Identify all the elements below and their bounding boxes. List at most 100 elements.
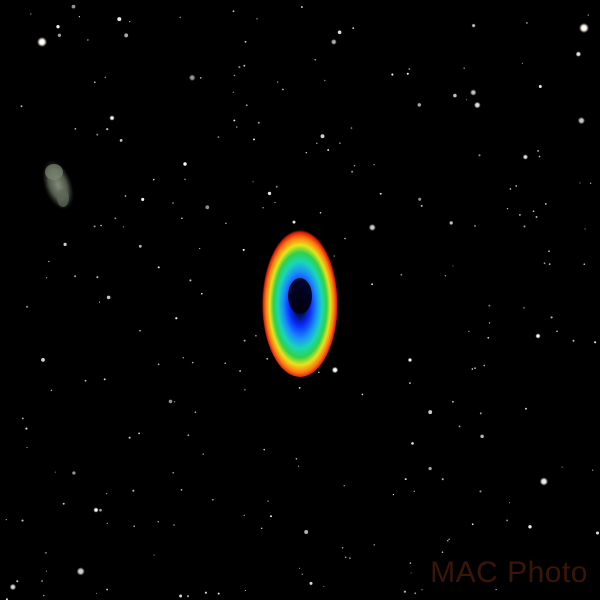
bright-star: [93, 507, 99, 513]
star: [191, 361, 194, 364]
star: [243, 64, 246, 67]
star: [114, 217, 117, 220]
star: [300, 6, 303, 8]
star: [449, 221, 453, 225]
star: [173, 401, 176, 403]
star: [483, 364, 486, 367]
star: [594, 341, 597, 344]
star: [266, 357, 269, 360]
star: [421, 589, 423, 591]
star: [96, 276, 99, 279]
star: [428, 410, 433, 415]
star: [339, 142, 341, 144]
star: [333, 255, 335, 257]
star: [5, 518, 7, 521]
star: [244, 40, 247, 43]
star: [173, 524, 175, 526]
bright-star: [407, 357, 413, 363]
star: [42, 594, 45, 597]
star: [320, 134, 325, 139]
star: [98, 301, 101, 303]
star: [157, 363, 160, 366]
star: [129, 20, 131, 23]
star: [124, 33, 129, 38]
star: [26, 305, 29, 308]
star: [478, 154, 481, 157]
star: [447, 540, 449, 542]
star: [157, 520, 160, 523]
star: [45, 570, 47, 572]
star: [466, 99, 468, 101]
star: [188, 74, 196, 81]
star: [441, 478, 444, 481]
star: [253, 138, 255, 141]
star: [62, 502, 65, 505]
star: [199, 77, 202, 79]
star: [244, 589, 246, 592]
star: [21, 417, 24, 420]
star: [572, 339, 575, 342]
star: [506, 207, 509, 210]
star: [168, 399, 173, 404]
star: [584, 228, 586, 230]
star: [282, 88, 284, 91]
star: [474, 367, 476, 369]
star: [488, 322, 491, 324]
star: [292, 220, 296, 224]
star: [316, 142, 318, 145]
star: [417, 103, 422, 107]
star: [409, 562, 412, 564]
star: [410, 572, 412, 574]
star: [305, 151, 308, 154]
star: [349, 557, 351, 559]
star: [187, 434, 190, 437]
star: [93, 225, 96, 228]
star: [133, 525, 135, 527]
star: [344, 237, 346, 240]
star: [379, 192, 382, 195]
star: [406, 72, 409, 75]
star: [232, 10, 235, 13]
star: [243, 339, 246, 342]
star: [224, 362, 226, 365]
star: [589, 182, 592, 184]
star: [392, 493, 395, 496]
star: [255, 334, 257, 337]
star: [179, 16, 181, 19]
star: [391, 73, 394, 76]
star: [141, 197, 145, 201]
star: [361, 393, 364, 396]
star: [414, 592, 417, 595]
star: [297, 465, 300, 467]
star: [41, 580, 43, 582]
star: [548, 263, 551, 266]
star: [544, 203, 547, 205]
star: [233, 119, 236, 122]
star: [561, 466, 563, 468]
star: [46, 277, 48, 279]
star: [327, 149, 330, 151]
star: [556, 330, 558, 333]
star: [157, 266, 160, 269]
ring-nebula: [262, 227, 338, 377]
star: [537, 149, 540, 152]
star: [106, 588, 108, 591]
star: [515, 185, 517, 187]
star: [87, 39, 89, 41]
star: [41, 358, 45, 362]
star: [244, 389, 246, 391]
star: [175, 317, 178, 320]
star: [199, 247, 201, 250]
star: [408, 382, 411, 385]
star: [453, 93, 457, 98]
star: [124, 195, 127, 197]
star: [217, 592, 220, 595]
star: [122, 226, 124, 228]
star: [408, 68, 411, 70]
star: [276, 81, 279, 83]
star: [352, 27, 355, 29]
star: [550, 316, 553, 319]
star: [420, 204, 423, 207]
star: [50, 389, 53, 392]
star: [128, 436, 131, 439]
